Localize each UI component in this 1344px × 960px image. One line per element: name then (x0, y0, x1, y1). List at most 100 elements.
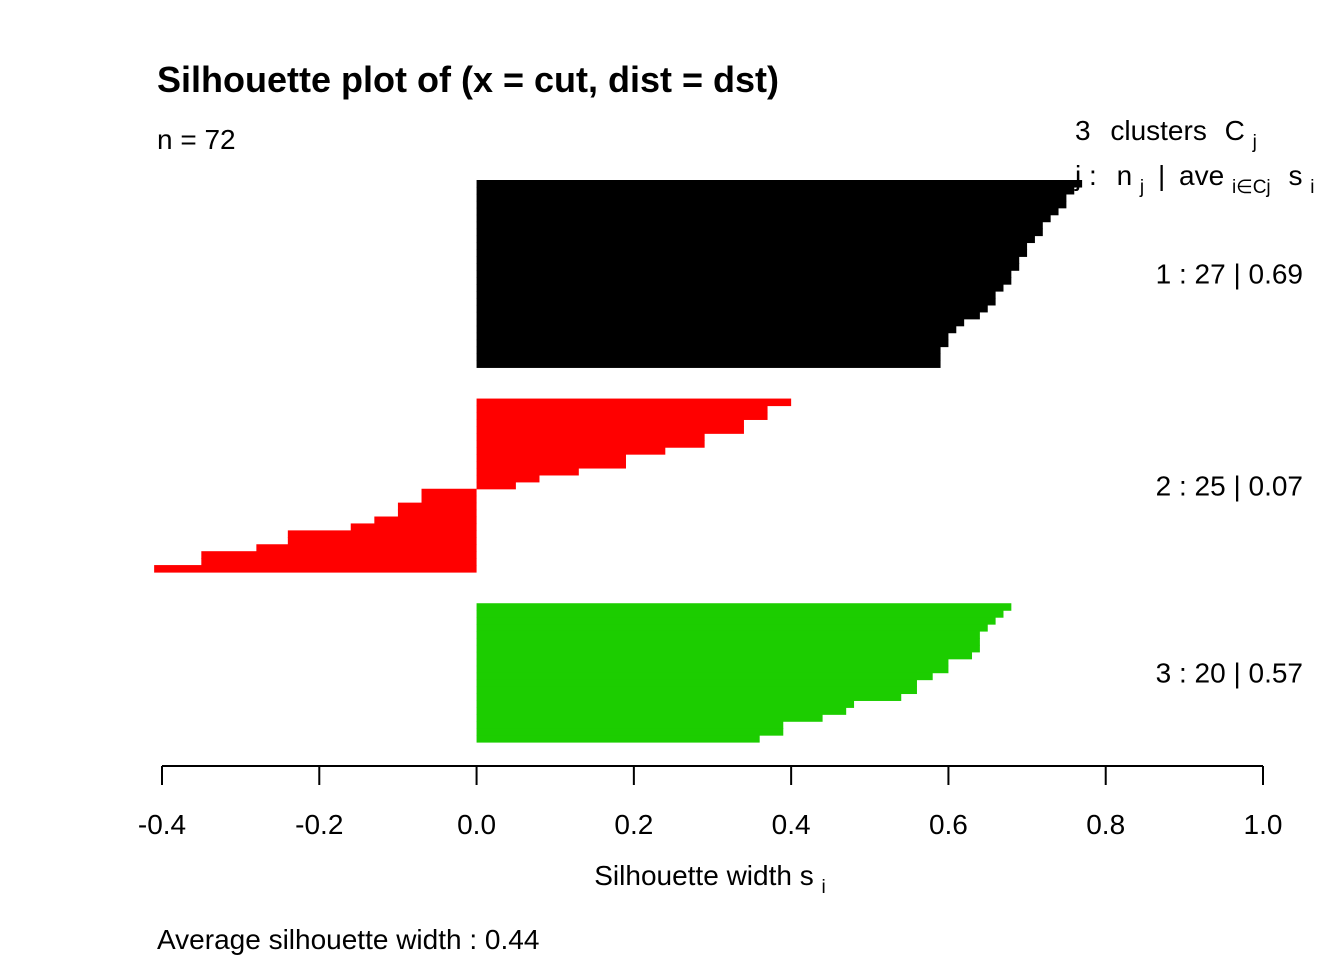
x-axis: -0.4 -0.2 0.0 0.2 0.4 0.6 0.8 1.0 (138, 765, 1283, 840)
silhouette-bar-c2-20 (287, 530, 477, 538)
silhouette-bar-c3-7 (476, 644, 980, 653)
silhouette-bar-c1-21 (476, 318, 965, 327)
silhouette-bar-c3-11 (476, 672, 933, 681)
clusters-count: 3 (1075, 115, 1091, 146)
silhouette-bar-c1-19 (476, 304, 988, 313)
silhouette-bar-c3-19 (476, 728, 784, 736)
cluster-label-1: 1 : 27 | 0.69 (1156, 259, 1303, 290)
silhouette-bars (154, 180, 1083, 743)
silhouette-bar-c2-1 (476, 398, 792, 407)
silhouette-bar-c2-21 (287, 537, 477, 545)
silhouette-bar-c2-10 (476, 461, 626, 469)
chart-title: Silhouette plot of (x = cut, dist = dst) (157, 59, 779, 100)
silhouette-bar-c2-15 (421, 495, 477, 504)
silhouette-bar-c1-20 (476, 311, 980, 320)
silhouette-bar-c1-24 (476, 339, 949, 348)
silhouette-bar-c1-17 (476, 291, 996, 299)
silhouette-bar-c3-8 (476, 651, 973, 660)
silhouette-bar-c2-18 (374, 516, 477, 525)
clusters-symbol: C (1225, 115, 1245, 146)
silhouette-bar-c3-9 (476, 658, 949, 667)
silhouette-bar-c1-16 (476, 284, 1004, 292)
silhouette-bar-c1-26 (476, 353, 941, 361)
silhouette-bar-c2-7 (476, 440, 705, 448)
silhouette-bar-c3-15 (476, 700, 855, 708)
column-header-sep: | (1158, 160, 1165, 191)
silhouette-bar-c1-3 (476, 193, 1067, 202)
silhouette-bar-c2-17 (397, 509, 477, 518)
cluster-label-3: 3 : 20 | 0.57 (1156, 658, 1303, 689)
silhouette-bar-c2-24 (201, 558, 477, 566)
x-tick-label-7: 1.0 (1244, 809, 1283, 840)
silhouette-bar-c2-14 (421, 488, 477, 497)
x-tick-label-0: -0.4 (138, 809, 186, 840)
silhouette-bar-c1-11 (476, 249, 1028, 257)
column-header-ave: ave (1179, 160, 1224, 191)
silhouette-bar-c1-27 (476, 360, 941, 368)
silhouette-bar-c1-25 (476, 346, 941, 355)
silhouette-bar-c1-4 (476, 200, 1067, 209)
x-axis-label: Silhouette width s i (594, 860, 825, 898)
silhouette-bar-c2-16 (397, 502, 477, 511)
silhouette-bar-c3-6 (476, 637, 980, 646)
clusters-header: 3 clusters C j (1075, 115, 1257, 153)
silhouette-bar-c1-22 (476, 325, 957, 334)
x-tick-label-4: 0.4 (772, 809, 811, 840)
column-header: j : n j | ave i∈Cj s i (1074, 160, 1314, 199)
silhouette-bar-c3-20 (476, 735, 760, 743)
silhouette-bar-c2-5 (476, 426, 744, 434)
silhouette-bar-c3-13 (476, 686, 917, 695)
x-axis-label-main: Silhouette width s (594, 860, 813, 891)
silhouette-bar-c2-22 (256, 544, 477, 552)
x-tick-label-2: 0.0 (457, 809, 496, 840)
clusters-symbol-sub: j (1252, 132, 1257, 153)
silhouette-bar-c3-4 (476, 624, 988, 632)
silhouette-bar-c2-6 (476, 433, 705, 441)
average-silhouette-width: Average silhouette width : 0.44 (157, 924, 539, 955)
silhouette-bar-c2-4 (476, 419, 744, 427)
silhouette-bar-c1-12 (476, 256, 1020, 264)
silhouette-bar-c1-13 (476, 263, 1020, 271)
silhouette-bar-c2-8 (476, 447, 666, 455)
silhouette-bar-c3-10 (476, 665, 949, 674)
column-header-ave-sub: i∈Cj (1232, 177, 1271, 198)
silhouette-bar-c1-18 (476, 297, 996, 306)
silhouette-bar-c1-23 (476, 332, 949, 341)
silhouette-bar-c2-2 (476, 405, 768, 414)
silhouette-bar-c2-25 (154, 565, 477, 573)
x-tick-label-3: 0.2 (614, 809, 653, 840)
silhouette-bar-c3-1 (476, 603, 1012, 611)
x-tick-label-6: 0.8 (1086, 809, 1125, 840)
x-tick-label-5: 0.6 (929, 809, 968, 840)
silhouette-bar-c1-15 (476, 277, 1012, 285)
silhouette-bar-c3-5 (476, 630, 980, 639)
silhouette-bar-c3-3 (476, 617, 996, 625)
silhouette-bar-c1-6 (476, 214, 1051, 223)
column-header-n: n (1117, 160, 1133, 191)
silhouette-bar-c1-1 (476, 180, 1083, 188)
silhouette-bar-c2-11 (476, 467, 579, 476)
silhouette-bar-c1-14 (476, 270, 1012, 278)
silhouette-bar-c2-3 (476, 412, 768, 420)
column-header-s-sub: i (1310, 177, 1314, 198)
silhouette-bar-c3-2 (476, 610, 1004, 618)
silhouette-bar-c1-2 (476, 186, 1075, 195)
silhouette-bar-c3-18 (476, 721, 784, 729)
silhouette-bar-c1-5 (476, 207, 1059, 216)
silhouette-bar-c1-8 (476, 228, 1043, 237)
n-label: n = 72 (157, 124, 236, 155)
cluster-label-2: 2 : 25 | 0.07 (1156, 470, 1303, 501)
silhouette-bar-c3-12 (476, 679, 917, 688)
silhouette-bar-c3-14 (476, 693, 902, 701)
silhouette-bar-c2-23 (201, 551, 477, 559)
silhouette-bar-c1-10 (476, 242, 1028, 250)
silhouette-bar-c1-9 (476, 235, 1035, 244)
x-tick-label-1: -0.2 (295, 809, 343, 840)
silhouette-bar-c3-16 (476, 707, 847, 715)
column-header-n-sub: j (1139, 177, 1144, 198)
silhouette-bar-c2-13 (476, 481, 516, 490)
column-header-s: s (1288, 160, 1302, 191)
x-axis-label-sub: i (822, 877, 826, 898)
clusters-word: clusters (1110, 115, 1206, 146)
